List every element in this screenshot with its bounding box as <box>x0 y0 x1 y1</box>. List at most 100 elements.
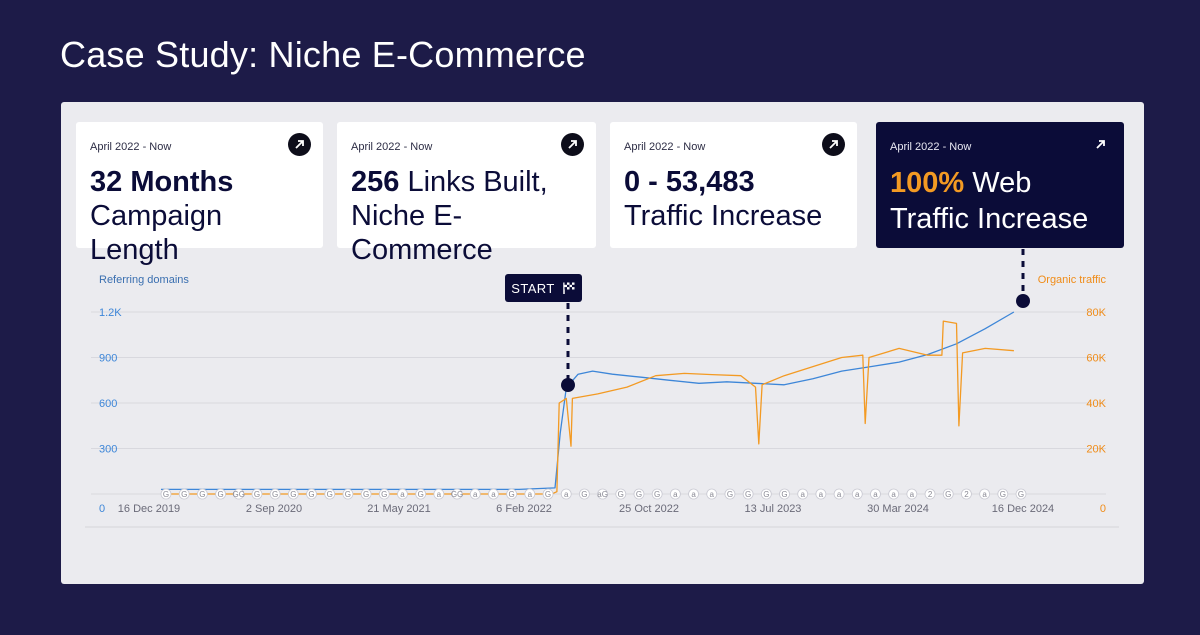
annotation-marker-label: a <box>837 490 842 499</box>
annotation-marker <box>506 488 518 500</box>
right-axis-tick: 60K <box>1086 353 1106 365</box>
annotation-marker <box>524 488 536 500</box>
annotation-marker <box>560 488 572 500</box>
annotation-marker-label: G <box>545 490 551 499</box>
annotation-marker-label: a <box>873 490 878 499</box>
annotation-marker-label: a <box>564 490 569 499</box>
organic-traffic-line <box>161 320 1014 495</box>
annotation-marker <box>342 488 354 500</box>
annotation-marker-label: G <box>290 490 296 499</box>
annotation-marker-label: G <box>763 490 769 499</box>
annotation-marker-label: a <box>673 490 678 499</box>
stat-card-web-traffic-percent[interactable]: April 2022 - Now 100% Web Traffic Increa… <box>876 122 1124 248</box>
x-axis-tick: 21 May 2021 <box>367 503 431 515</box>
referring-domains-line <box>161 311 1015 491</box>
annotation-marker <box>215 488 226 500</box>
annotation-marker-label: G <box>254 490 260 499</box>
card-stat: 256 Links Built, Niche E-Commerce <box>351 165 582 267</box>
annotation-marker <box>542 488 554 500</box>
annotation-marker <box>597 488 608 500</box>
annotation-marker-label: G <box>1018 490 1024 499</box>
arrow-up-right-icon[interactable] <box>822 133 845 156</box>
stat-card-links-built[interactable]: April 2022 - Now 256 Links Built, Niche … <box>337 122 596 266</box>
annotation-marker <box>942 488 954 500</box>
card-stat-label-line2: Traffic Increase <box>890 203 1089 235</box>
arrow-up-right-icon[interactable] <box>1089 133 1112 156</box>
annotation-marker <box>615 488 627 500</box>
annotation-marker <box>760 488 772 500</box>
annotation-marker <box>269 488 281 500</box>
annotation-marker <box>870 488 881 500</box>
left-axis-tick: 900 <box>99 353 117 365</box>
card-stat-value: 100% <box>890 167 965 199</box>
annotation-marker <box>579 488 590 500</box>
annotation-marker <box>415 488 427 500</box>
x-axis-tick: 16 Dec 2019 <box>118 503 180 515</box>
right-axis-tick: 40K <box>1086 398 1106 410</box>
annotation-marker-label: 2 <box>964 490 969 499</box>
annotation-marker <box>324 488 336 500</box>
annotation-marker-label: a <box>982 490 987 499</box>
annotation-marker <box>888 488 900 500</box>
left-axis-tick: 300 <box>99 444 117 456</box>
annotation-marker <box>306 488 317 500</box>
annotation-marker-label: G <box>781 490 787 499</box>
annotation-marker-label: G <box>308 490 314 499</box>
x-axis-tick: 13 Jul 2023 <box>745 503 802 515</box>
annotation-marker <box>178 488 190 500</box>
arrow-up-right-icon[interactable] <box>561 133 584 156</box>
annotation-marker <box>924 488 936 500</box>
annotation-marker <box>724 488 736 500</box>
annotation-marker-label: G <box>618 490 624 499</box>
annotation-marker-label: G <box>509 490 515 499</box>
card-date: April 2022 - Now <box>890 141 972 153</box>
annotation-marker <box>742 488 754 500</box>
x-axis-tick: 25 Oct 2022 <box>619 503 679 515</box>
stat-card-campaign-length[interactable]: April 2022 - Now 32 Months Campaign Leng… <box>76 122 323 266</box>
x-axis-tick: 6 Feb 2022 <box>496 503 552 515</box>
annotation-marker-label: a <box>819 490 824 499</box>
right-axis-title: Organic traffic <box>1037 274 1106 286</box>
annotation-marker <box>688 488 699 500</box>
annotation-marker <box>451 488 463 500</box>
card-date: April 2022 - Now <box>90 141 172 153</box>
annotation-marker-label: G <box>363 490 369 499</box>
annotation-marker <box>633 488 645 500</box>
annotation-marker <box>397 488 408 500</box>
left-axis-tick: 600 <box>99 398 117 410</box>
annotation-marker <box>961 488 972 500</box>
card-date: April 2022 - Now <box>351 141 433 153</box>
card-stat-label: Traffic Increase <box>624 200 823 232</box>
card-stat: 32 Months Campaign Length <box>90 165 309 267</box>
arrow-up-right-icon[interactable] <box>288 133 311 156</box>
annotation-marker-label: a <box>891 490 896 499</box>
stat-card-traffic-increase[interactable]: April 2022 - Now 0 - 53,483 Traffic Incr… <box>610 122 857 248</box>
annotation-marker <box>287 488 299 500</box>
annotation-marker <box>979 488 991 500</box>
left-axis-tick: 1.2K <box>99 307 122 319</box>
annotation-marker-label: G <box>581 490 587 499</box>
annotation-marker-label: a <box>855 490 860 499</box>
annotation-marker <box>251 488 263 500</box>
annotation-marker-label: aG <box>597 490 608 499</box>
right-axis-tick: 20K <box>1086 444 1106 456</box>
annotation-marker-label: G <box>272 490 278 499</box>
annotation-marker-label: G <box>381 490 387 499</box>
annotation-marker <box>360 488 372 500</box>
annotation-marker-label: G <box>945 490 951 499</box>
start-marker: START <box>505 274 582 302</box>
end-marker-dot <box>1016 294 1030 308</box>
start-marker-dot <box>561 378 575 392</box>
page-title: Case Study: Niche E-Commerce <box>60 34 586 75</box>
annotation-marker-label: a <box>691 490 696 499</box>
annotation-marker <box>233 488 245 500</box>
annotation-marker <box>706 488 718 500</box>
card-stat-value: 0 - 53,483 <box>624 166 755 198</box>
left-axis-title: Referring domains <box>99 274 189 286</box>
annotation-marker-label: G <box>181 490 187 499</box>
annotation-marker-label: a <box>473 490 478 499</box>
card-stat-label-line2: Niche E-Commerce <box>351 200 493 266</box>
annotation-marker-label: G <box>727 490 733 499</box>
annotation-marker-label: G <box>199 490 205 499</box>
checkered-flag-icon <box>562 282 575 294</box>
